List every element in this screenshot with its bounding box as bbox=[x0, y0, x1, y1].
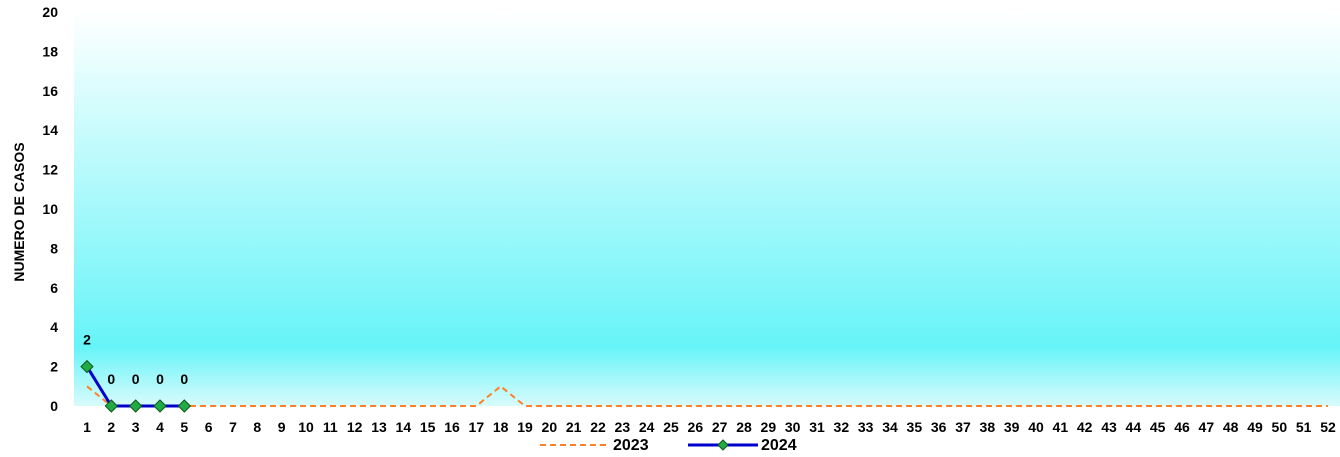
x-tick-label: 12 bbox=[347, 419, 363, 435]
x-tick-label: 19 bbox=[517, 419, 533, 435]
series-group: 20 0 0 0 bbox=[80, 332, 1328, 413]
x-tick-label: 5 bbox=[180, 419, 188, 435]
x-tick-label: 22 bbox=[590, 419, 606, 435]
y-axis-label: NUMERO DE CASOS bbox=[11, 142, 27, 281]
x-tick-label: 38 bbox=[980, 419, 996, 435]
x-tick-label: 33 bbox=[858, 419, 874, 435]
x-tick-label: 6 bbox=[205, 419, 213, 435]
data-label: 0 bbox=[180, 371, 188, 387]
x-tick-label: 11 bbox=[323, 419, 338, 435]
x-tick-label: 52 bbox=[1320, 419, 1336, 435]
x-tick-label: 18 bbox=[493, 419, 509, 435]
data-point bbox=[177, 399, 192, 413]
y-tick-label: 2 bbox=[50, 359, 58, 375]
x-tick-label: 50 bbox=[1272, 419, 1288, 435]
x-tick-label: 13 bbox=[371, 419, 387, 435]
data-label: 0 bbox=[107, 371, 115, 387]
x-tick-label: 14 bbox=[396, 419, 412, 435]
x-tick-label: 36 bbox=[931, 419, 947, 435]
x-tick-label: 34 bbox=[882, 419, 898, 435]
x-tick-label: 47 bbox=[1199, 419, 1215, 435]
x-tick-label: 30 bbox=[785, 419, 801, 435]
series-line-2023 bbox=[86, 385, 1328, 407]
x-tick-label: 37 bbox=[955, 419, 971, 435]
x-tick-label: 48 bbox=[1223, 419, 1239, 435]
y-tick-label: 16 bbox=[42, 83, 58, 99]
x-tick-label: 28 bbox=[736, 419, 752, 435]
x-tick-label: 32 bbox=[834, 419, 850, 435]
x-axis-ticks: 1 2 3 4 5 6 7 8 9 10 11 12 13 14 15 16 17 18 19 20 21 22 23 24 2… bbox=[83, 419, 1336, 435]
legend-label: 2024 bbox=[761, 437, 797, 454]
x-tick-label: 39 bbox=[1004, 419, 1020, 435]
x-tick-label: 26 bbox=[688, 419, 704, 435]
y-tick-label: 6 bbox=[50, 280, 58, 296]
x-tick-label: 4 bbox=[156, 419, 164, 435]
x-tick-label: 8 bbox=[253, 419, 261, 435]
x-tick-label: 16 bbox=[444, 419, 460, 435]
x-tick-label: 51 bbox=[1296, 419, 1312, 435]
x-tick-label: 7 bbox=[229, 419, 237, 435]
y-tick-label: 20 bbox=[42, 4, 58, 20]
x-tick-label: 21 bbox=[566, 419, 582, 435]
y-tick-label: 8 bbox=[50, 240, 58, 256]
y-tick-label: 4 bbox=[50, 319, 58, 335]
data-label: 0 bbox=[132, 371, 140, 387]
x-tick-label: 9 bbox=[278, 419, 286, 435]
y-tick-label: 10 bbox=[42, 201, 58, 217]
x-tick-label: 42 bbox=[1077, 419, 1093, 435]
x-tick-label: 23 bbox=[615, 419, 631, 435]
x-tick-label: 27 bbox=[712, 419, 728, 435]
y-tick-label: 12 bbox=[42, 162, 58, 178]
x-tick-label: 20 bbox=[542, 419, 558, 435]
x-tick-label: 44 bbox=[1126, 419, 1142, 435]
x-tick-label: 10 bbox=[298, 419, 314, 435]
x-tick-label: 25 bbox=[663, 419, 679, 435]
x-tick-label: 41 bbox=[1053, 419, 1069, 435]
x-tick-label: 43 bbox=[1101, 419, 1117, 435]
y-axis-ticks: 0 2 4 6 8 10 12 14 16 18 20 bbox=[42, 4, 58, 414]
data-point bbox=[80, 359, 94, 374]
x-tick-label: 2 bbox=[107, 419, 115, 435]
legend: 2023 2024 bbox=[540, 437, 797, 454]
y-tick-label: 0 bbox=[50, 398, 58, 414]
data-label: 0 bbox=[156, 371, 164, 387]
data-point bbox=[104, 399, 119, 413]
x-tick-label: 46 bbox=[1174, 419, 1190, 435]
x-tick-label: 31 bbox=[809, 419, 825, 435]
plot-area bbox=[74, 12, 1340, 406]
data-point bbox=[128, 399, 143, 413]
x-tick-label: 45 bbox=[1150, 419, 1166, 435]
x-tick-label: 35 bbox=[907, 419, 923, 435]
legend-marker bbox=[717, 439, 729, 451]
y-tick-label: 18 bbox=[42, 43, 58, 59]
x-tick-label: 17 bbox=[469, 419, 485, 435]
data-label: 2 bbox=[83, 332, 91, 348]
y-tick-label: 14 bbox=[42, 122, 58, 138]
legend-label: 2023 bbox=[613, 437, 649, 454]
x-tick-label: 15 bbox=[420, 419, 436, 435]
x-tick-label: 40 bbox=[1028, 419, 1044, 435]
data-point bbox=[153, 399, 167, 413]
x-tick-label: 3 bbox=[132, 419, 140, 435]
x-tick-label: 1 bbox=[83, 419, 91, 435]
x-tick-label: 49 bbox=[1247, 419, 1263, 435]
x-tick-label: 29 bbox=[761, 419, 777, 435]
x-tick-label: 24 bbox=[639, 419, 655, 435]
